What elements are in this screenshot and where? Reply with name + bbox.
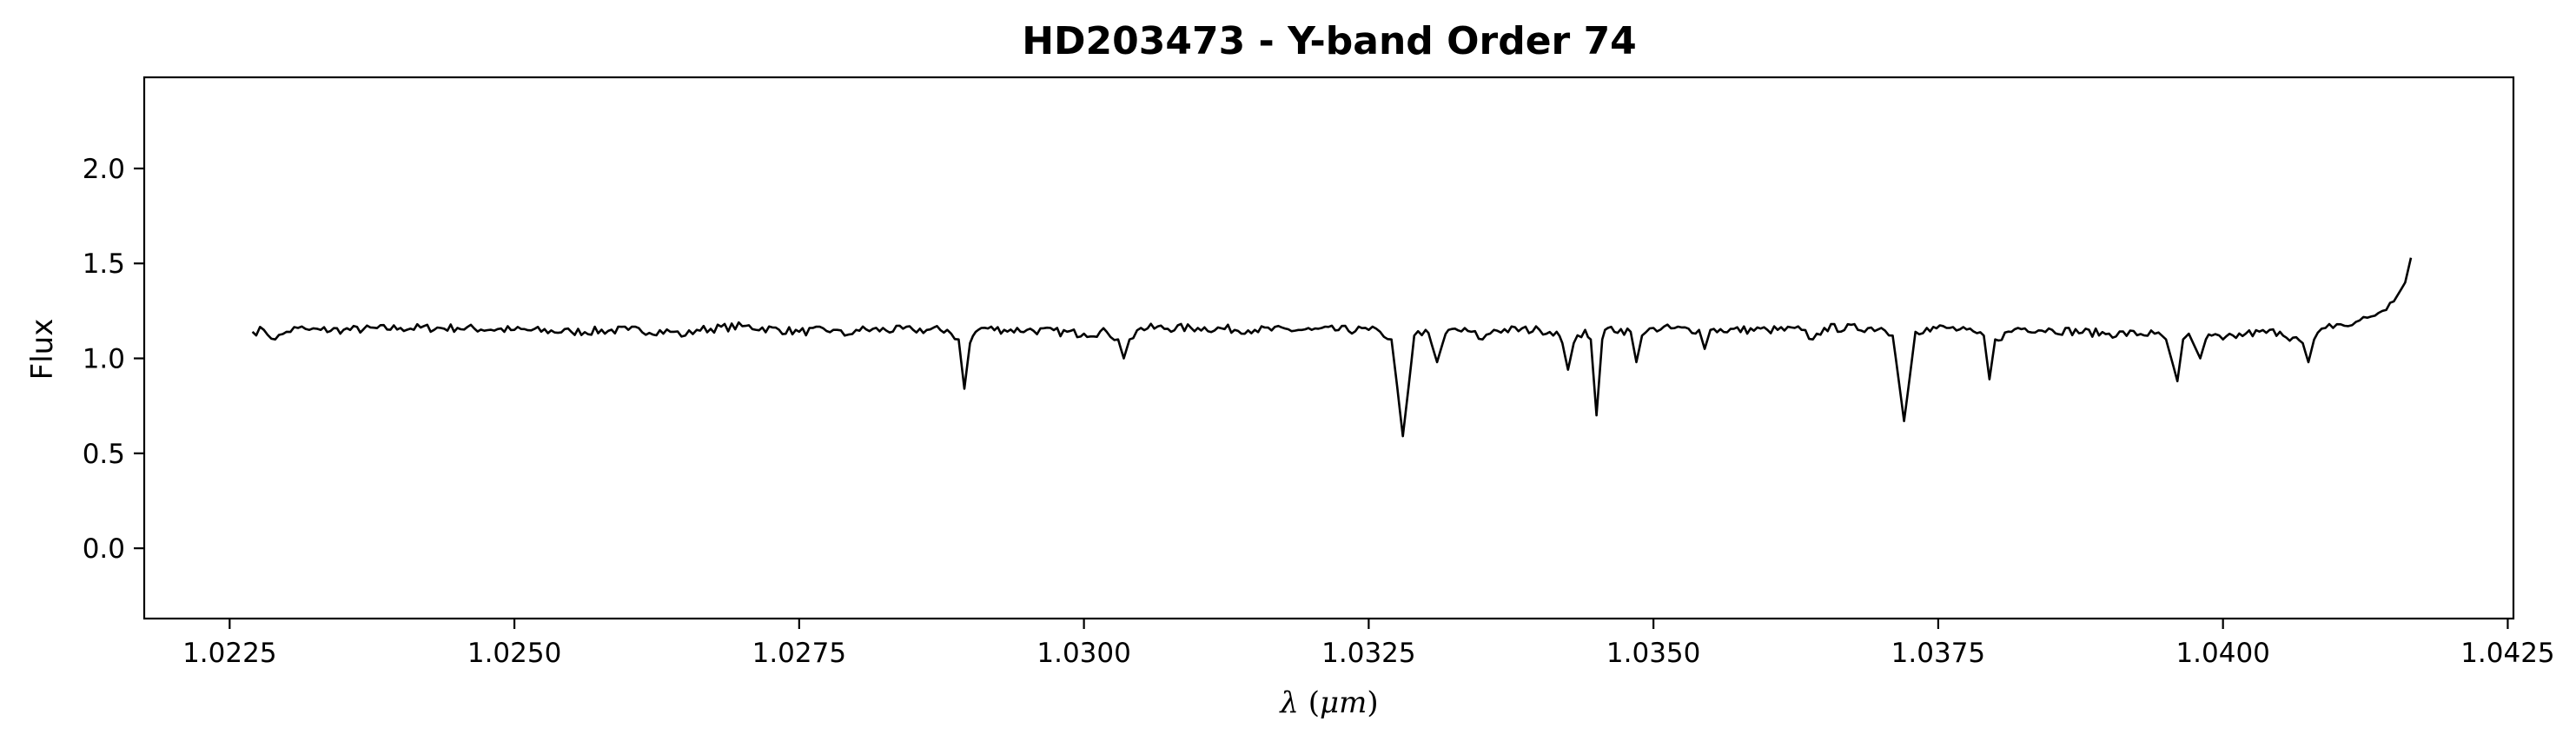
- y-tick-label: 0.0: [83, 533, 125, 565]
- x-tick-label: 1.0325: [1321, 638, 1415, 669]
- spectrum-line: [251, 257, 2413, 438]
- x-tick-label: 1.0300: [1036, 638, 1130, 669]
- x-tick-label: 1.0275: [752, 638, 846, 669]
- y-tick-label: 0.5: [83, 439, 125, 470]
- y-tick-label: 1.0: [83, 344, 125, 375]
- y-tick-label: 2.0: [83, 154, 125, 185]
- y-axis-label: Flux: [25, 319, 60, 381]
- x-tick-label: 1.0250: [467, 638, 561, 669]
- x-tick-label: 1.0400: [2175, 638, 2269, 669]
- x-tick-label: 1.0225: [182, 638, 276, 669]
- x-axis-label-unit: μm: [1320, 685, 1367, 720]
- x-axis-ticks: 1.0225 1.0250 1.0275 1.0300 1.0325 1.0350 1.03…: [182, 619, 2555, 669]
- chart-title: HD203473 - Y-band Order 74: [1022, 19, 1637, 63]
- x-axis-label-symbol: λ: [1278, 685, 1299, 720]
- plot-frame: [142, 76, 2515, 620]
- y-tick-label: 1.5: [83, 248, 125, 280]
- x-tick-label: 1.0425: [2460, 638, 2554, 669]
- x-tick-label: 1.0350: [1606, 638, 1700, 669]
- x-axis-label: λ (μm): [1278, 685, 1378, 720]
- x-tick-label: 1.0375: [1891, 638, 1985, 669]
- y-axis-ticks: 0.0 0.5 1.0 1.5 2.0: [83, 154, 144, 565]
